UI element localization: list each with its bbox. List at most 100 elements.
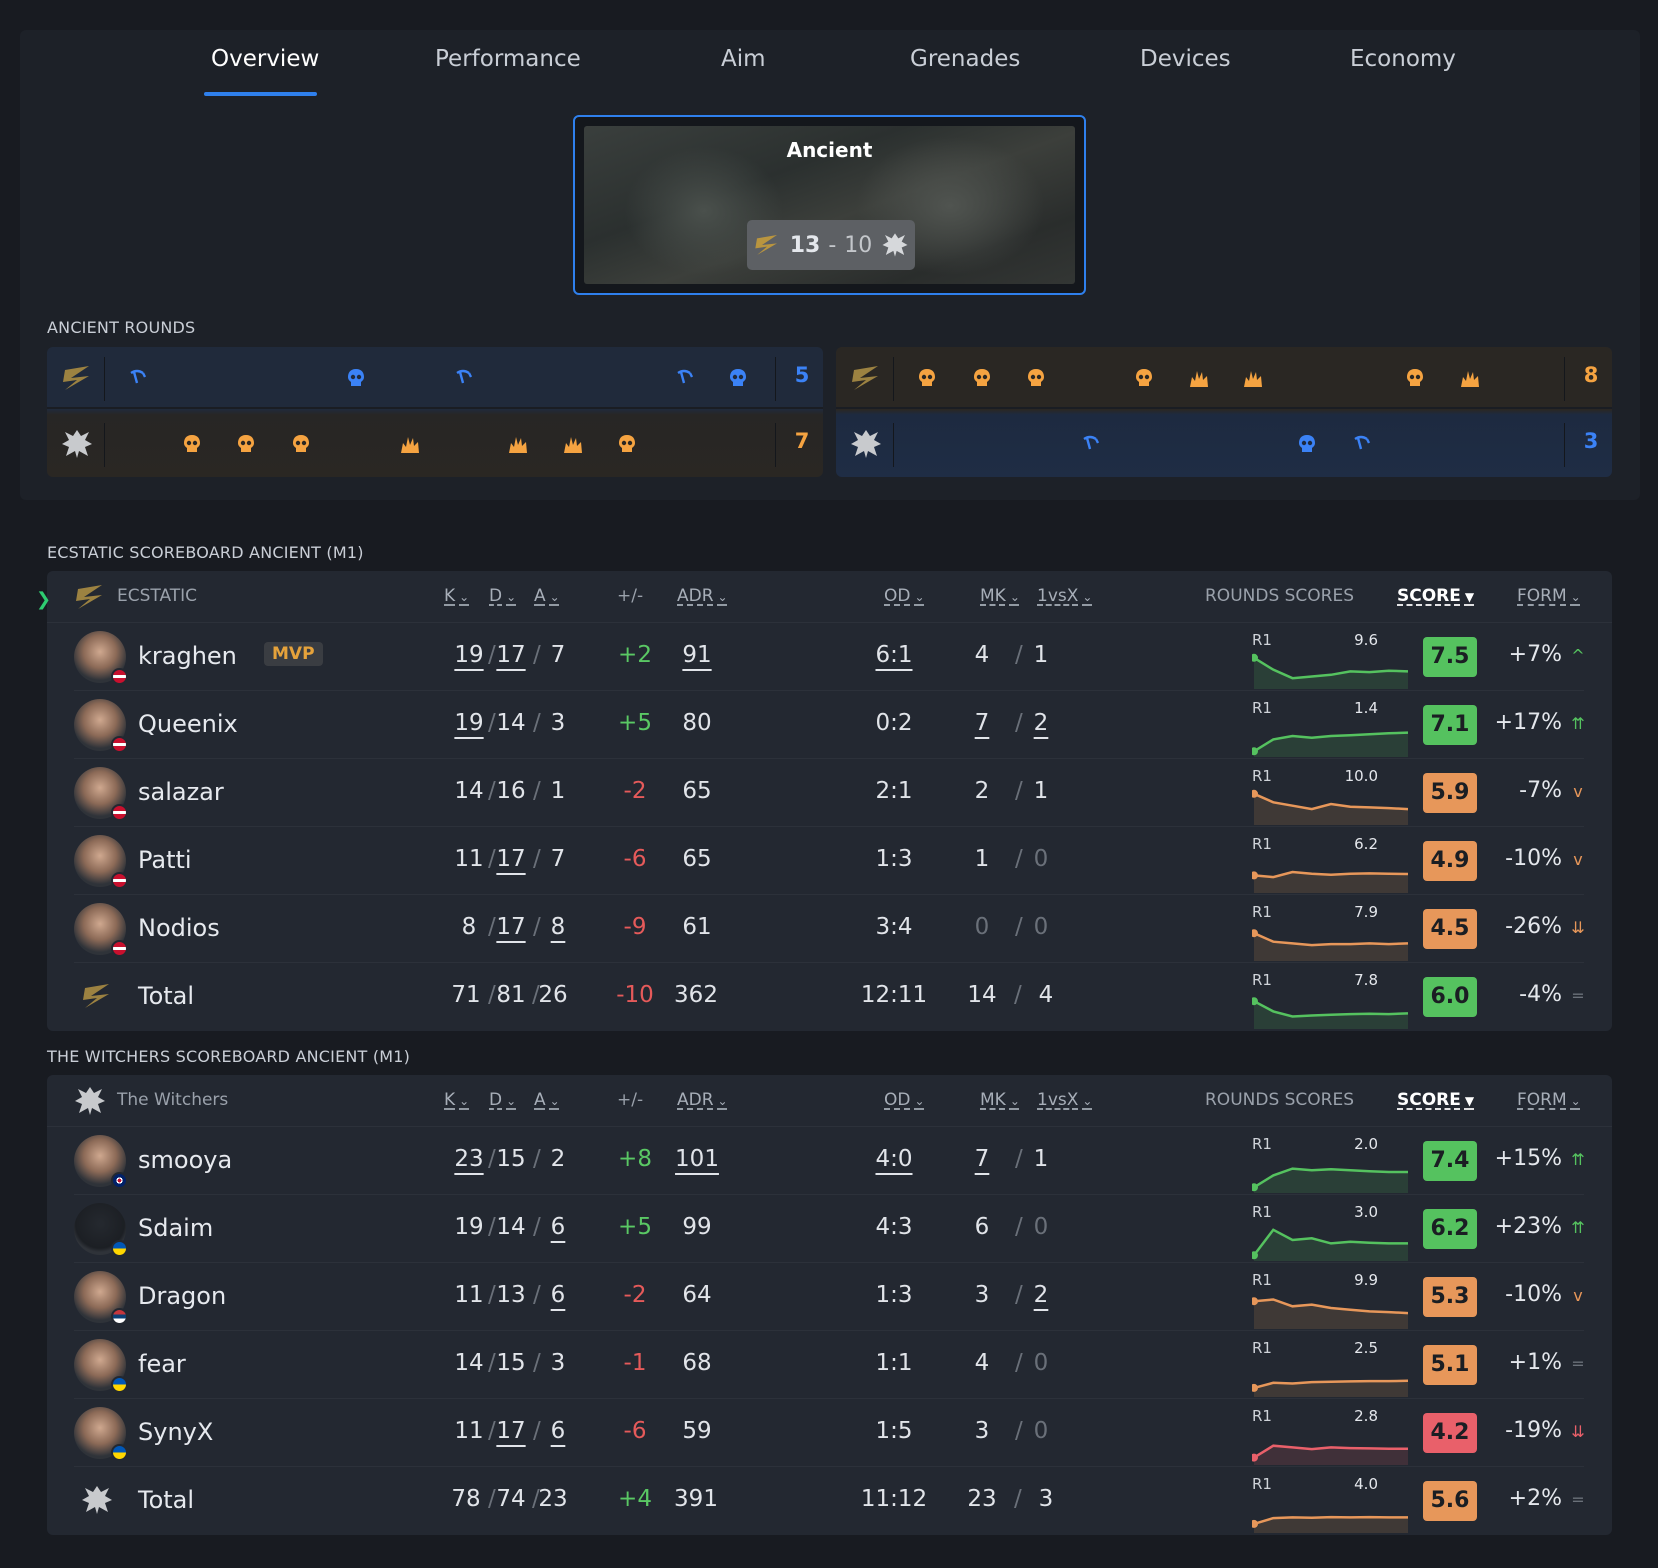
sort-vsx-header[interactable]: 1vsX ⌄ (1037, 586, 1093, 606)
map-thumbnail: Ancient 13 - 10 (584, 126, 1075, 284)
avatar[interactable] (74, 767, 128, 821)
sort-a-header[interactable]: A ⌄ (534, 1090, 560, 1110)
round-scores-sparkline[interactable] (1252, 919, 1408, 961)
round-scores-sparkline[interactable] (1252, 851, 1408, 893)
sort-a-header[interactable]: A ⌄ (534, 586, 560, 606)
avatar[interactable] (74, 1203, 128, 1257)
tab-economy[interactable]: Economy (1350, 46, 1456, 72)
round-scores-sparkline[interactable] (1252, 1287, 1408, 1329)
sort-d-header[interactable]: D ⌄ (489, 1090, 517, 1110)
kills[interactable]: 19 (454, 710, 484, 736)
player-row[interactable]: kraghen MVP 19/17/7 +2 91 6:1 4/1 R1 9.6 7.5 +7% ^ (74, 623, 1585, 691)
player-name[interactable]: salazar (138, 778, 224, 806)
avatar[interactable] (74, 1271, 128, 1325)
assists[interactable]: 6 (550, 1214, 566, 1240)
tab-aim[interactable]: Aim (721, 46, 766, 72)
player-row[interactable]: SynyX 11/17/6 -6 59 1:5 3/0 R1 2.8 4.2 -19% ⇊ (74, 1399, 1585, 1467)
player-name[interactable]: SynyX (138, 1418, 214, 1446)
kills[interactable]: 19 (454, 642, 484, 668)
player-row[interactable]: smooya 23/15/2 +8 101 4:0 7/1 R1 2.0 7.4 +15% ⇈ (74, 1127, 1585, 1195)
clutches[interactable]: 2 (1033, 710, 1049, 736)
sort-form-header[interactable]: FORM ⌄ (1517, 586, 1581, 606)
avatar[interactable] (74, 631, 128, 685)
player-name[interactable]: Nodios (138, 914, 220, 942)
slash: / (1014, 1486, 1022, 1512)
opening-duels[interactable]: 6:1 (875, 642, 913, 668)
player-name[interactable]: fear (138, 1350, 186, 1378)
map-card[interactable]: Ancient 13 - 10 (573, 115, 1086, 295)
multi-kills[interactable]: 7 (974, 1146, 990, 1172)
player-name[interactable]: smooya (138, 1146, 233, 1174)
player-row[interactable]: fear 14/15/3 -1 68 1:1 4/0 R1 2.5 5.1 +1% = (74, 1331, 1585, 1399)
skull-icon (1299, 435, 1315, 452)
assists[interactable]: 6 (550, 1282, 566, 1308)
player-name[interactable]: Dragon (138, 1282, 227, 1310)
round-scores-sparkline[interactable] (1252, 1355, 1408, 1397)
round-scores-sparkline[interactable] (1252, 1491, 1408, 1533)
sort-k-header[interactable]: K ⌄ (444, 586, 470, 606)
round-scores-sparkline[interactable] (1252, 1219, 1408, 1261)
slash: / (488, 914, 496, 940)
sort-d-header[interactable]: D ⌄ (489, 586, 517, 606)
player-name[interactable]: Patti (138, 846, 192, 874)
sort-mk-header[interactable]: MK ⌄ (980, 1090, 1020, 1110)
expand-chevron-icon[interactable]: ❯ (36, 589, 52, 610)
round-scores-sparkline[interactable] (1252, 715, 1408, 757)
player-name[interactable]: Queenix (138, 710, 238, 738)
deaths[interactable]: 17 (496, 846, 526, 872)
sort-vsx-header[interactable]: 1vsX ⌄ (1037, 1090, 1093, 1110)
adr[interactable]: 101 (675, 1146, 719, 1172)
player-row[interactable]: Patti 11/17/7 -6 65 1:3 1/0 R1 6.2 4.9 -10% v (74, 827, 1584, 895)
avatar[interactable] (74, 1135, 128, 1189)
round-scores-sparkline[interactable] (1252, 1151, 1408, 1193)
sort-k-header[interactable]: K ⌄ (444, 1090, 470, 1110)
round-scores-sparkline[interactable] (1252, 987, 1408, 1029)
deaths[interactable]: 17 (496, 642, 526, 668)
skull-icon (730, 369, 746, 386)
player-row[interactable]: Queenix 19/14/3 +5 80 0:2 7/2 R1 1.4 7.1 +17% ⇈ (74, 691, 1585, 759)
player-name[interactable]: Sdaim (138, 1214, 214, 1242)
player-row[interactable]: Dragon 11/13/6 -2 64 1:3 3/2 R1 9.9 5.3 -10% v (74, 1263, 1584, 1331)
sort-mk-header[interactable]: MK ⌄ (980, 586, 1020, 606)
round-scores-sparkline[interactable] (1252, 783, 1408, 825)
sort-form-header[interactable]: FORM ⌄ (1517, 1090, 1581, 1110)
sparkline-start-label: R1 (1252, 699, 1272, 717)
avatar[interactable] (74, 835, 128, 889)
player-row[interactable]: Sdaim 19/14/6 +5 99 4:3 6/0 R1 3.0 6.2 +23% ⇈ (74, 1195, 1585, 1263)
round-scores-sparkline[interactable] (1252, 1423, 1408, 1465)
round-scores-sparkline[interactable] (1252, 647, 1408, 689)
player-row[interactable]: Nodios 8/17/8 -9 61 3:4 0/0 R1 7.9 4.5 -26% ⇊ (74, 895, 1585, 963)
sort-od-header[interactable]: OD ⌄ (884, 1090, 925, 1110)
assists[interactable]: 8 (550, 914, 566, 940)
opening-duels[interactable]: 4:0 (875, 1146, 913, 1172)
player-name[interactable]: kraghen (138, 642, 237, 670)
assists[interactable]: 6 (550, 1418, 566, 1444)
clutches[interactable]: 2 (1033, 1282, 1049, 1308)
sort-score-header[interactable]: SCORE ▼ (1397, 586, 1475, 606)
adr: 80 (682, 710, 712, 736)
avatar[interactable] (74, 903, 128, 957)
deaths: 81 (496, 982, 526, 1008)
sort-adr-header[interactable]: ADR ⌄ (677, 1090, 728, 1110)
deaths[interactable]: 17 (496, 914, 526, 940)
avatar[interactable] (74, 699, 128, 753)
rounds-row-witchers: 7 (47, 413, 823, 475)
sort-adr-header[interactable]: ADR ⌄ (677, 586, 728, 606)
adr[interactable]: 91 (682, 642, 712, 668)
total-row[interactable]: Total 71/81/26 -10 362 12:11 14/4 R1 7.8 6.0 -4% = (74, 963, 1585, 1031)
avatar[interactable] (74, 1407, 128, 1461)
sort-score-header[interactable]: SCORE ▼ (1397, 1090, 1475, 1110)
kills[interactable]: 23 (454, 1146, 484, 1172)
tab-overview[interactable]: Overview (211, 46, 320, 72)
player-row[interactable]: salazar 14/16/1 -2 65 2:1 2/1 R1 10.0 5.9 -7% v (74, 759, 1584, 827)
witchers-logo-icon (82, 1486, 112, 1514)
tab-devices[interactable]: Devices (1140, 46, 1231, 72)
deaths[interactable]: 17 (496, 1418, 526, 1444)
multi-kills[interactable]: 7 (974, 710, 990, 736)
avatar[interactable] (74, 1339, 128, 1393)
total-row[interactable]: Total 78/74/23 +4 391 11:12 23/3 R1 4.0 5.6 +2% = (74, 1467, 1585, 1535)
score-badge: 4.9 (1423, 841, 1477, 881)
tab-performance[interactable]: Performance (435, 46, 581, 72)
sort-od-header[interactable]: OD ⌄ (884, 586, 925, 606)
tab-grenades[interactable]: Grenades (910, 46, 1021, 72)
